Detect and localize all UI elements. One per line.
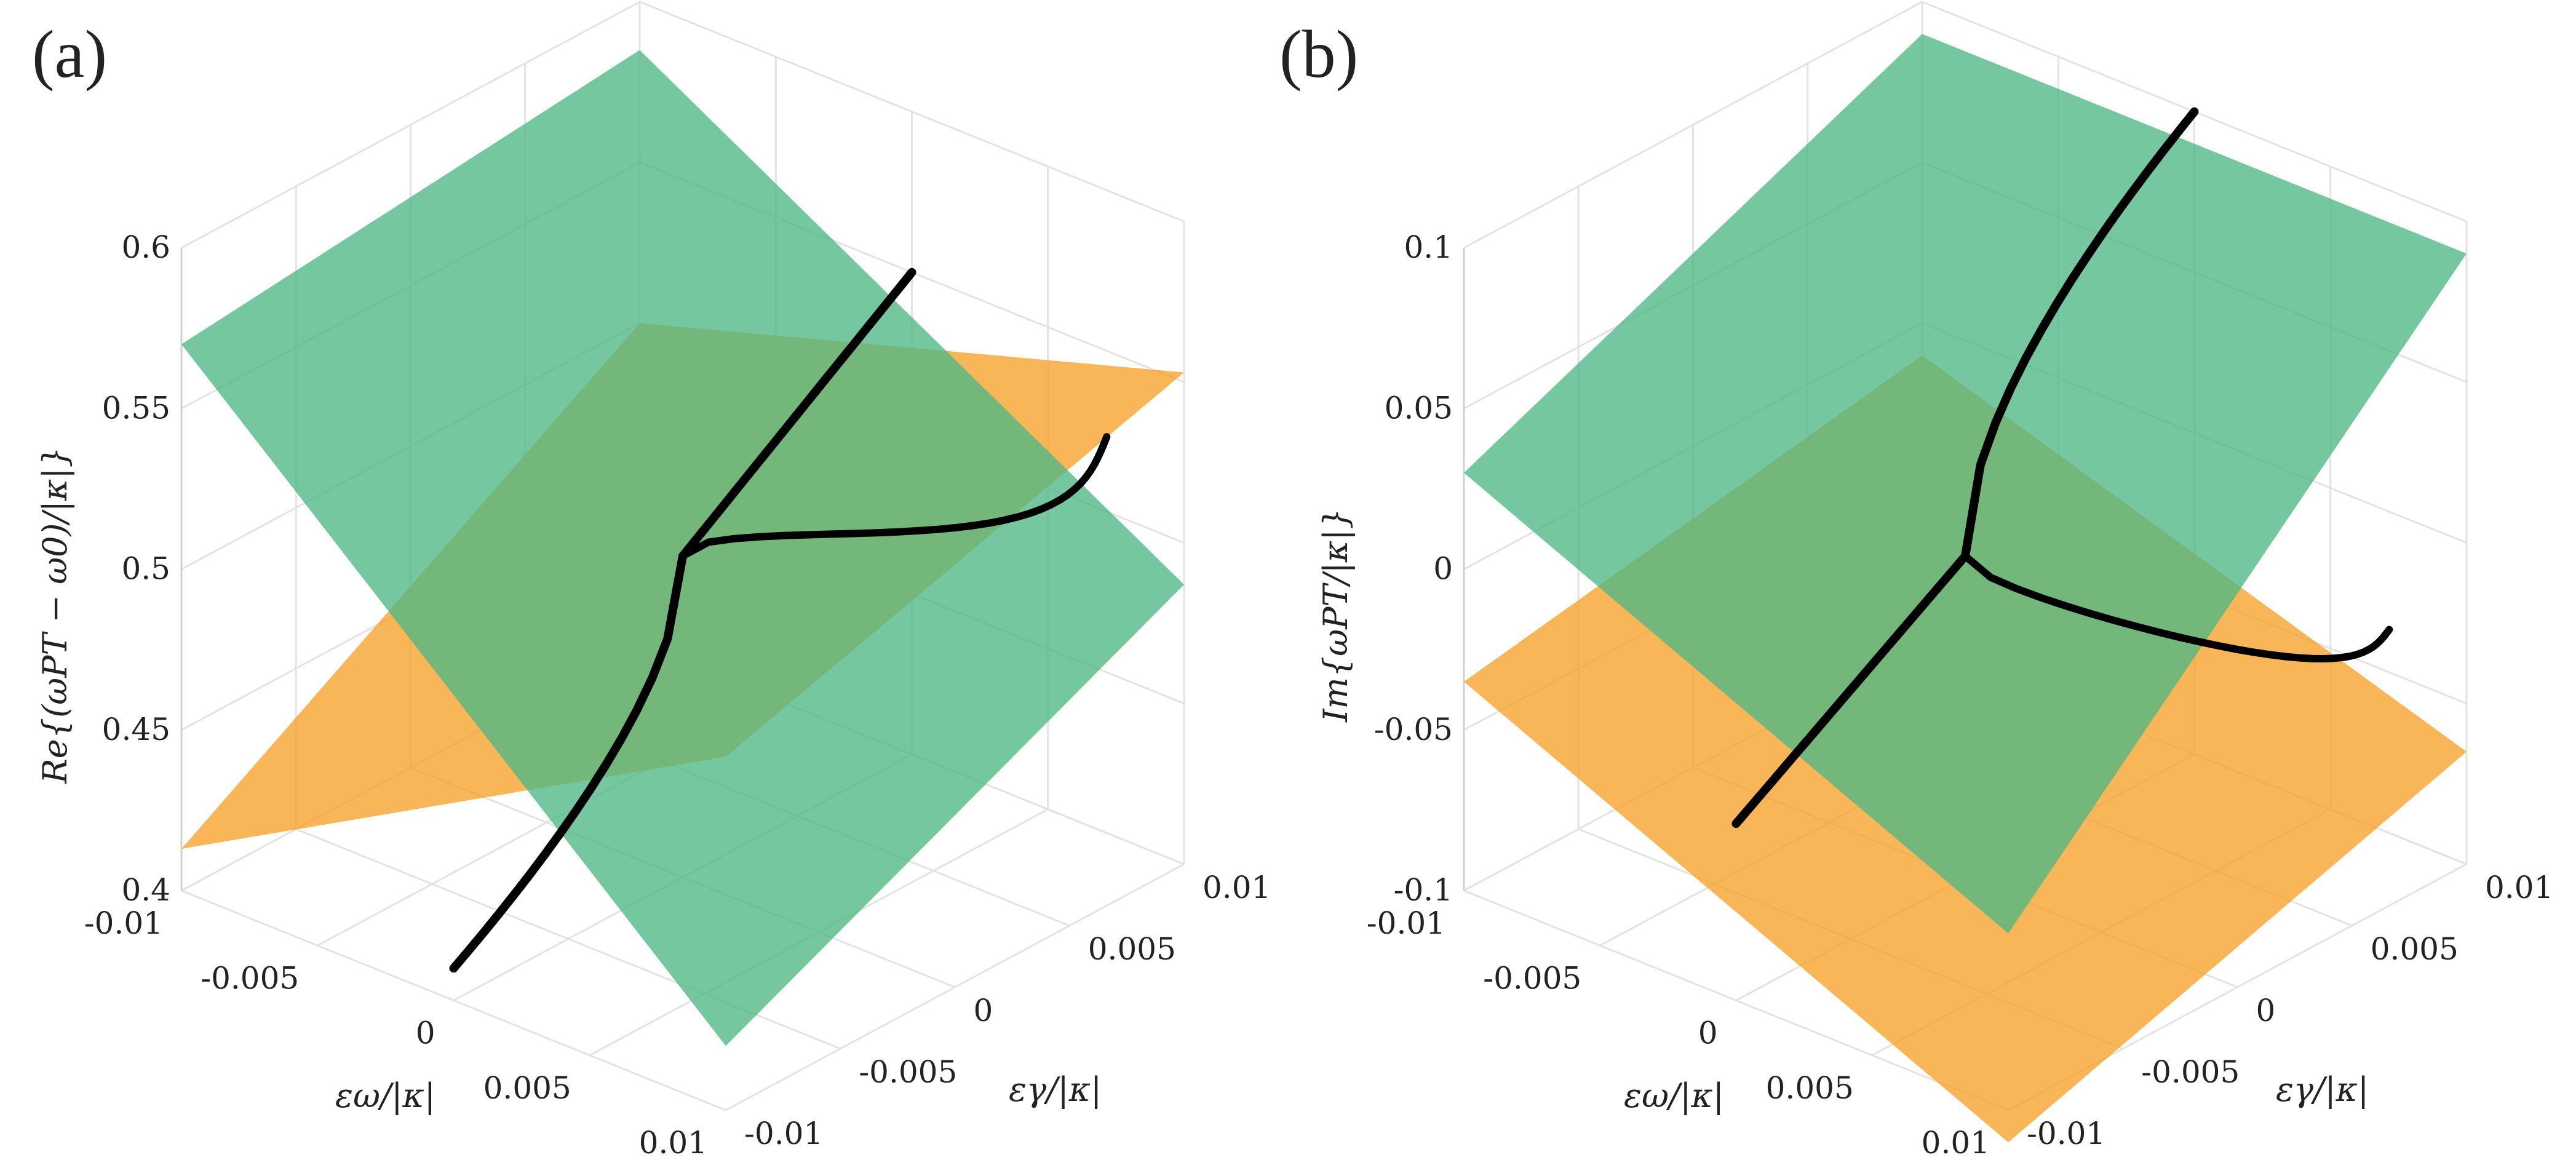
- ep-curve-branch: [1962, 552, 2393, 663]
- y-tick-label: 0.01: [2485, 870, 2553, 905]
- x-tick-label: 0.005: [1766, 1070, 1854, 1106]
- z-axis-label-b: Im{ωPT/|κ|}: [1316, 508, 1355, 723]
- panel-a-ticks: 0.4 0.45 0.5 0.55 0.6 -0.01 -0.005 0 0.005 0.01 -0…: [84, 229, 1271, 1161]
- x-tick-label: -0.01: [1367, 905, 1445, 941]
- x-tick-label: 0.005: [483, 1070, 571, 1106]
- y-tick-label: -0.005: [2141, 1054, 2240, 1090]
- y-tick-label: 0.005: [1088, 931, 1176, 967]
- x-tick-label: -0.01: [84, 905, 163, 941]
- grid-line-x-floor: [725, 863, 1185, 1111]
- x-tick-label: -0.005: [1483, 960, 1581, 996]
- y-tick-label: -0.01: [2027, 1116, 2105, 1151]
- x-tick-label: 0: [1698, 1015, 1718, 1051]
- z-tick-label: -0.05: [1374, 712, 1453, 747]
- x-tick-label: -0.005: [201, 960, 299, 996]
- y-axis-label-b: εγ/|κ|: [2276, 1070, 2369, 1109]
- ep-curve-branch: [679, 433, 1111, 560]
- z-tick-label: 0: [1433, 551, 1453, 587]
- surface-upper-branch: [181, 50, 1184, 1046]
- z-tick-label: 0.1: [1404, 229, 1453, 265]
- y-tick-label: 0.005: [2371, 931, 2459, 967]
- z-tick-label: -0.1: [1394, 872, 1453, 908]
- panel-b-surfaces: [1464, 34, 2467, 1143]
- y-tick-label: 0.01: [1203, 870, 1271, 905]
- panel-label-a: (a): [32, 17, 107, 92]
- panel-a: (a) 0.40.450.50.550.6-0.01-0.00500.0050.…: [32, 1, 1271, 1161]
- x-tick-label: 0: [416, 1015, 435, 1051]
- z-axis-label-a: Re{(ωPT − ω0)/|κ|}: [36, 447, 74, 784]
- x-tick-label: 0.01: [639, 1125, 707, 1161]
- panel-b-ticks: -0.1 -0.05 0 0.05 0.1 -0.01 -0.005 0 0.005 0.01 -0…: [1367, 229, 2554, 1161]
- z-tick-label: 0.4: [121, 872, 170, 908]
- y-axis-label-a: εγ/|κ|: [1009, 1070, 1102, 1109]
- z-tick-label: 0.5: [121, 551, 170, 587]
- x-tick-label: 0.01: [1922, 1125, 1990, 1161]
- surface-gain-branch: [1464, 34, 2467, 934]
- panel-label-b: (b): [1279, 17, 1358, 92]
- y-tick-label: 0: [2256, 993, 2276, 1028]
- panel-b: (b) -0.1 -0.05 0 0.05 0.1 -0.01 -0.005 0 0.005 0.…: [1279, 1, 2554, 1161]
- z-tick-label: 0.45: [102, 712, 170, 747]
- y-tick-label: 0: [974, 993, 993, 1028]
- z-tick-label: 0.6: [121, 229, 170, 265]
- panel-a-surfaces: [181, 50, 1184, 1046]
- x-axis-label-b: εω/|κ|: [1624, 1076, 1724, 1115]
- z-tick-label: 0.05: [1385, 390, 1453, 426]
- y-tick-label: -0.005: [859, 1054, 957, 1090]
- x-axis-label-a: εω/|κ|: [335, 1076, 435, 1115]
- y-tick-label: -0.01: [744, 1116, 823, 1151]
- z-tick-label: 0.55: [102, 390, 170, 426]
